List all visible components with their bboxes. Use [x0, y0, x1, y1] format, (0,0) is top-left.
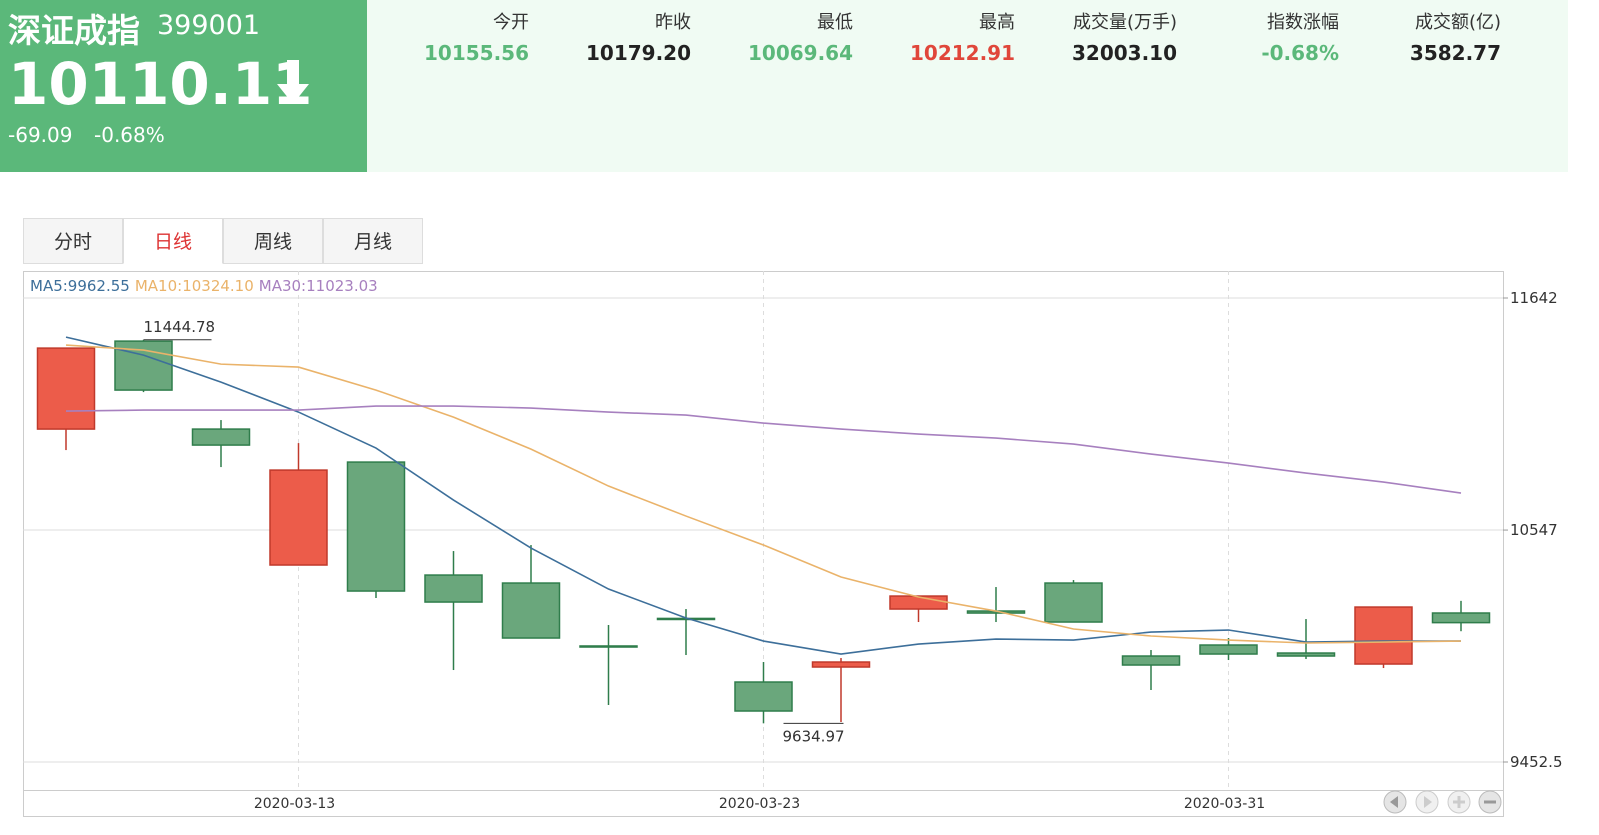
candle-body	[1199, 644, 1258, 655]
stat-value: -0.68%	[1261, 41, 1339, 65]
quote-panel: 深证成指 399001 10110.11 -69.09 -0.68%	[0, 0, 367, 172]
stat-label: 指数涨幅	[1267, 12, 1339, 33]
y-tick-label: 10547	[1510, 521, 1558, 539]
zoom-in-icon	[1453, 796, 1465, 808]
tab[interactable]: 分时	[23, 218, 123, 264]
stat-value: 10212.91	[909, 41, 1015, 65]
nav-buttons[interactable]	[1383, 790, 1502, 814]
candle-body	[191, 428, 251, 446]
change: -69.09	[8, 123, 73, 147]
tab[interactable]: 日线	[123, 218, 223, 264]
ma-line	[65, 336, 1461, 655]
legend-entry: MA30:11023.03	[259, 277, 378, 295]
price: 10110.11	[8, 50, 313, 118]
stat-value: 10179.20	[585, 41, 691, 65]
candle-body	[889, 595, 948, 610]
ma-line	[65, 344, 1462, 644]
tab[interactable]: 周线	[223, 218, 323, 264]
tabs: 分时 日线 周线 月线	[23, 218, 423, 264]
candle-body	[579, 645, 638, 648]
legend-entry: MA5:9962.55	[30, 277, 130, 295]
candle-body	[269, 469, 328, 566]
ma-line	[65, 405, 1462, 494]
tab[interactable]: 月线	[323, 218, 423, 264]
low-label: 9634.97	[783, 727, 845, 745]
high-label: 11444.78	[144, 318, 216, 336]
candle-body	[1044, 582, 1103, 623]
x-tick-label: 2020-03-13	[254, 796, 335, 812]
candle-body	[1431, 612, 1491, 624]
candle-body	[501, 582, 561, 639]
candle-body	[424, 574, 483, 603]
index-name: 深证成指	[8, 11, 140, 50]
y-tick-label: 11642	[1510, 289, 1558, 307]
nav-left-icon	[1390, 796, 1398, 808]
legend-entry: MA10:10324.10	[135, 277, 254, 295]
candle-body	[1354, 606, 1413, 665]
stat-value: 10069.64	[747, 41, 853, 65]
candle-body	[1121, 655, 1181, 666]
stat-value: 3582.77	[1409, 41, 1501, 65]
stats-panel	[367, 0, 1568, 172]
candle-body	[811, 661, 871, 668]
x-tick-label: 2020-03-31	[1184, 796, 1265, 812]
stat-label: 昨收	[655, 12, 691, 33]
y-tick-label: 9452.5	[1510, 753, 1563, 771]
index-code: 399001	[157, 10, 261, 41]
x-tick-label: 2020-03-23	[719, 796, 800, 812]
candle-body	[734, 681, 793, 712]
candle-body	[1276, 652, 1336, 657]
down-arrow	[277, 60, 309, 104]
stat-value: 10155.56	[423, 41, 529, 65]
change-pct: -0.68%	[94, 123, 165, 147]
stat-label: 今开	[493, 12, 529, 33]
stat-label: 成交额(亿)	[1414, 12, 1501, 33]
stat-label: 成交量(万手)	[1072, 12, 1177, 33]
nav-right-icon	[1424, 796, 1432, 808]
stat-label: 最低	[817, 12, 853, 33]
candle-body	[346, 461, 406, 592]
stat-label: 最高	[979, 12, 1015, 33]
candle-body	[36, 347, 96, 430]
stat-value: 32003.10	[1071, 41, 1177, 65]
